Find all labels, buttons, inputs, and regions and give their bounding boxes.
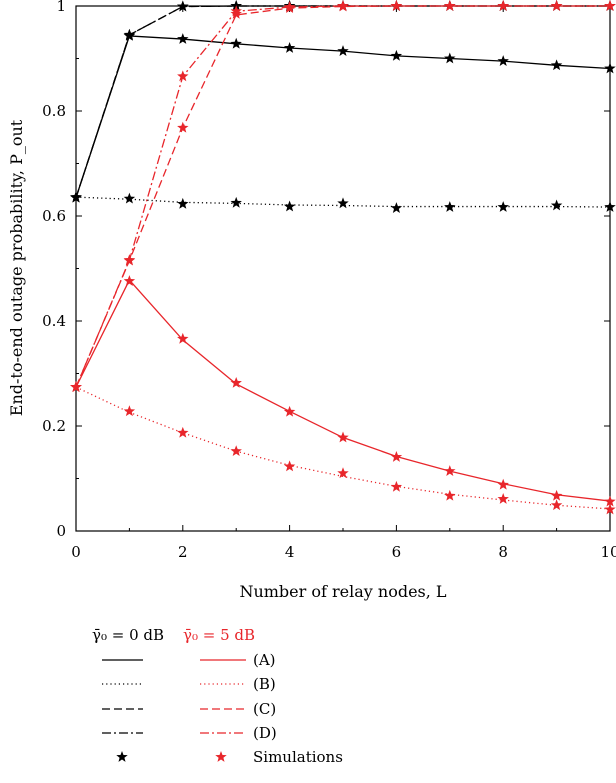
y-tick-label: 0	[56, 522, 66, 540]
sim-point-5db-b	[230, 445, 242, 457]
sim-point-0db-b	[230, 196, 242, 208]
sim-point-5db-d	[123, 254, 136, 265]
sim-point-5db-d	[230, 5, 242, 17]
series-line-0db-d	[75, 5, 610, 198]
axis-ticks: 0 2 4 6 8 10 0 0.2 0.4 0.6 0.8 1	[42, 0, 616, 561]
sim-point-0db-a	[604, 62, 616, 74]
sim-point-0db-a	[444, 52, 456, 64]
sim-point-5db-d	[283, 1, 296, 12]
sim-point-5db-a	[550, 489, 563, 501]
y-axis-title: End-to-end outage probability, P_out	[7, 119, 26, 416]
sim-point-0db-b	[283, 200, 296, 212]
sim-point-5db-d	[390, 0, 403, 11]
y-tick-label: 0.2	[42, 417, 66, 435]
y-tick-label: 0.4	[42, 312, 66, 330]
sim-point-5db-a	[390, 450, 403, 462]
sim-point-5db-b	[604, 503, 616, 515]
sim-point-5db-a	[283, 405, 296, 417]
series-line-5db-d	[75, 5, 610, 388]
sim-point-5db-d	[550, 0, 563, 11]
sim-point-0db-b	[177, 197, 189, 209]
series-line-0db-a	[75, 35, 611, 198]
x-tick-label: 6	[392, 543, 402, 561]
series-line-5db-b	[75, 386, 611, 510]
y-tick-label: 0.8	[42, 102, 66, 120]
sim-point-5db-b	[444, 489, 456, 501]
legend-marker-5db	[215, 751, 227, 762]
legend: γ̄₀ = 0 dB γ̄₀ = 5 dB (A) (B) (C) (D) Si…	[92, 626, 343, 766]
sim-point-0db-d	[123, 28, 136, 40]
sim-point-0db-b	[497, 201, 509, 212]
legend-label-simulations: Simulations	[253, 748, 343, 766]
sim-point-0db-b	[604, 201, 616, 212]
legend-marker-0db	[116, 751, 128, 762]
sim-point-5db-b	[177, 426, 189, 438]
series-line-0db-b	[75, 196, 611, 208]
sim-point-5db-b	[337, 467, 349, 479]
simulation-markers	[70, 0, 616, 515]
x-tick-label: 4	[285, 543, 295, 561]
sim-point-5db-b	[283, 460, 296, 472]
sim-point-5db-a	[444, 465, 456, 476]
legend-rows	[102, 659, 246, 762]
sim-point-5db-a	[230, 376, 242, 388]
sim-point-0db-d	[177, 0, 189, 12]
sim-point-0db-a	[497, 55, 509, 66]
sim-point-5db-d	[604, 0, 616, 11]
sim-point-0db-a	[230, 37, 242, 49]
legend-header-5db: γ̄₀ = 5 dB	[183, 626, 255, 644]
sim-point-5db-a	[337, 431, 349, 443]
y-tick-label: 1	[56, 0, 66, 15]
legend-label-a: (A)	[253, 651, 276, 669]
sim-point-0db-b	[390, 202, 403, 213]
x-tick-label: 10	[600, 543, 616, 561]
x-axis-title: Number of relay nodes, L	[239, 582, 446, 601]
sim-point-0db-a	[177, 33, 189, 44]
sim-point-5db-b	[497, 492, 509, 504]
plot-frame	[75, 5, 611, 532]
sim-point-5db-d	[70, 381, 82, 392]
sim-point-5db-c	[177, 121, 189, 133]
sim-point-0db-b	[444, 201, 456, 212]
sim-point-5db-a	[497, 478, 509, 490]
x-tick-label: 0	[71, 543, 81, 561]
sim-point-5db-a	[604, 495, 616, 507]
sim-point-0db-b	[123, 192, 136, 204]
x-tick-label: 8	[498, 543, 508, 561]
sim-point-5db-a	[123, 275, 136, 286]
sim-point-0db-a	[550, 59, 563, 71]
sim-point-5db-b	[550, 499, 563, 511]
sim-point-5db-d	[337, 0, 349, 11]
sim-point-5db-b	[390, 480, 403, 492]
sim-point-5db-a	[177, 332, 189, 344]
legend-label-d: (D)	[253, 724, 277, 742]
series-line-0db-c	[75, 5, 610, 198]
sim-point-5db-d	[497, 0, 509, 11]
sim-point-0db-a	[337, 45, 349, 56]
y-tick-label: 0.6	[42, 207, 66, 225]
sim-point-5db-d	[177, 70, 189, 82]
sim-point-0db-a	[283, 42, 296, 53]
legend-label-c: (C)	[253, 700, 276, 718]
sim-point-5db-b	[123, 405, 136, 417]
x-tick-label: 2	[178, 543, 188, 561]
legend-header-0db: γ̄₀ = 0 dB	[92, 626, 164, 644]
legend-label-b: (B)	[253, 675, 276, 693]
sim-point-0db-b	[550, 199, 563, 211]
sim-point-0db-a	[390, 49, 403, 61]
sim-point-0db-b	[337, 197, 349, 209]
sim-point-0db-d	[70, 191, 82, 203]
sim-point-5db-d	[444, 0, 456, 11]
